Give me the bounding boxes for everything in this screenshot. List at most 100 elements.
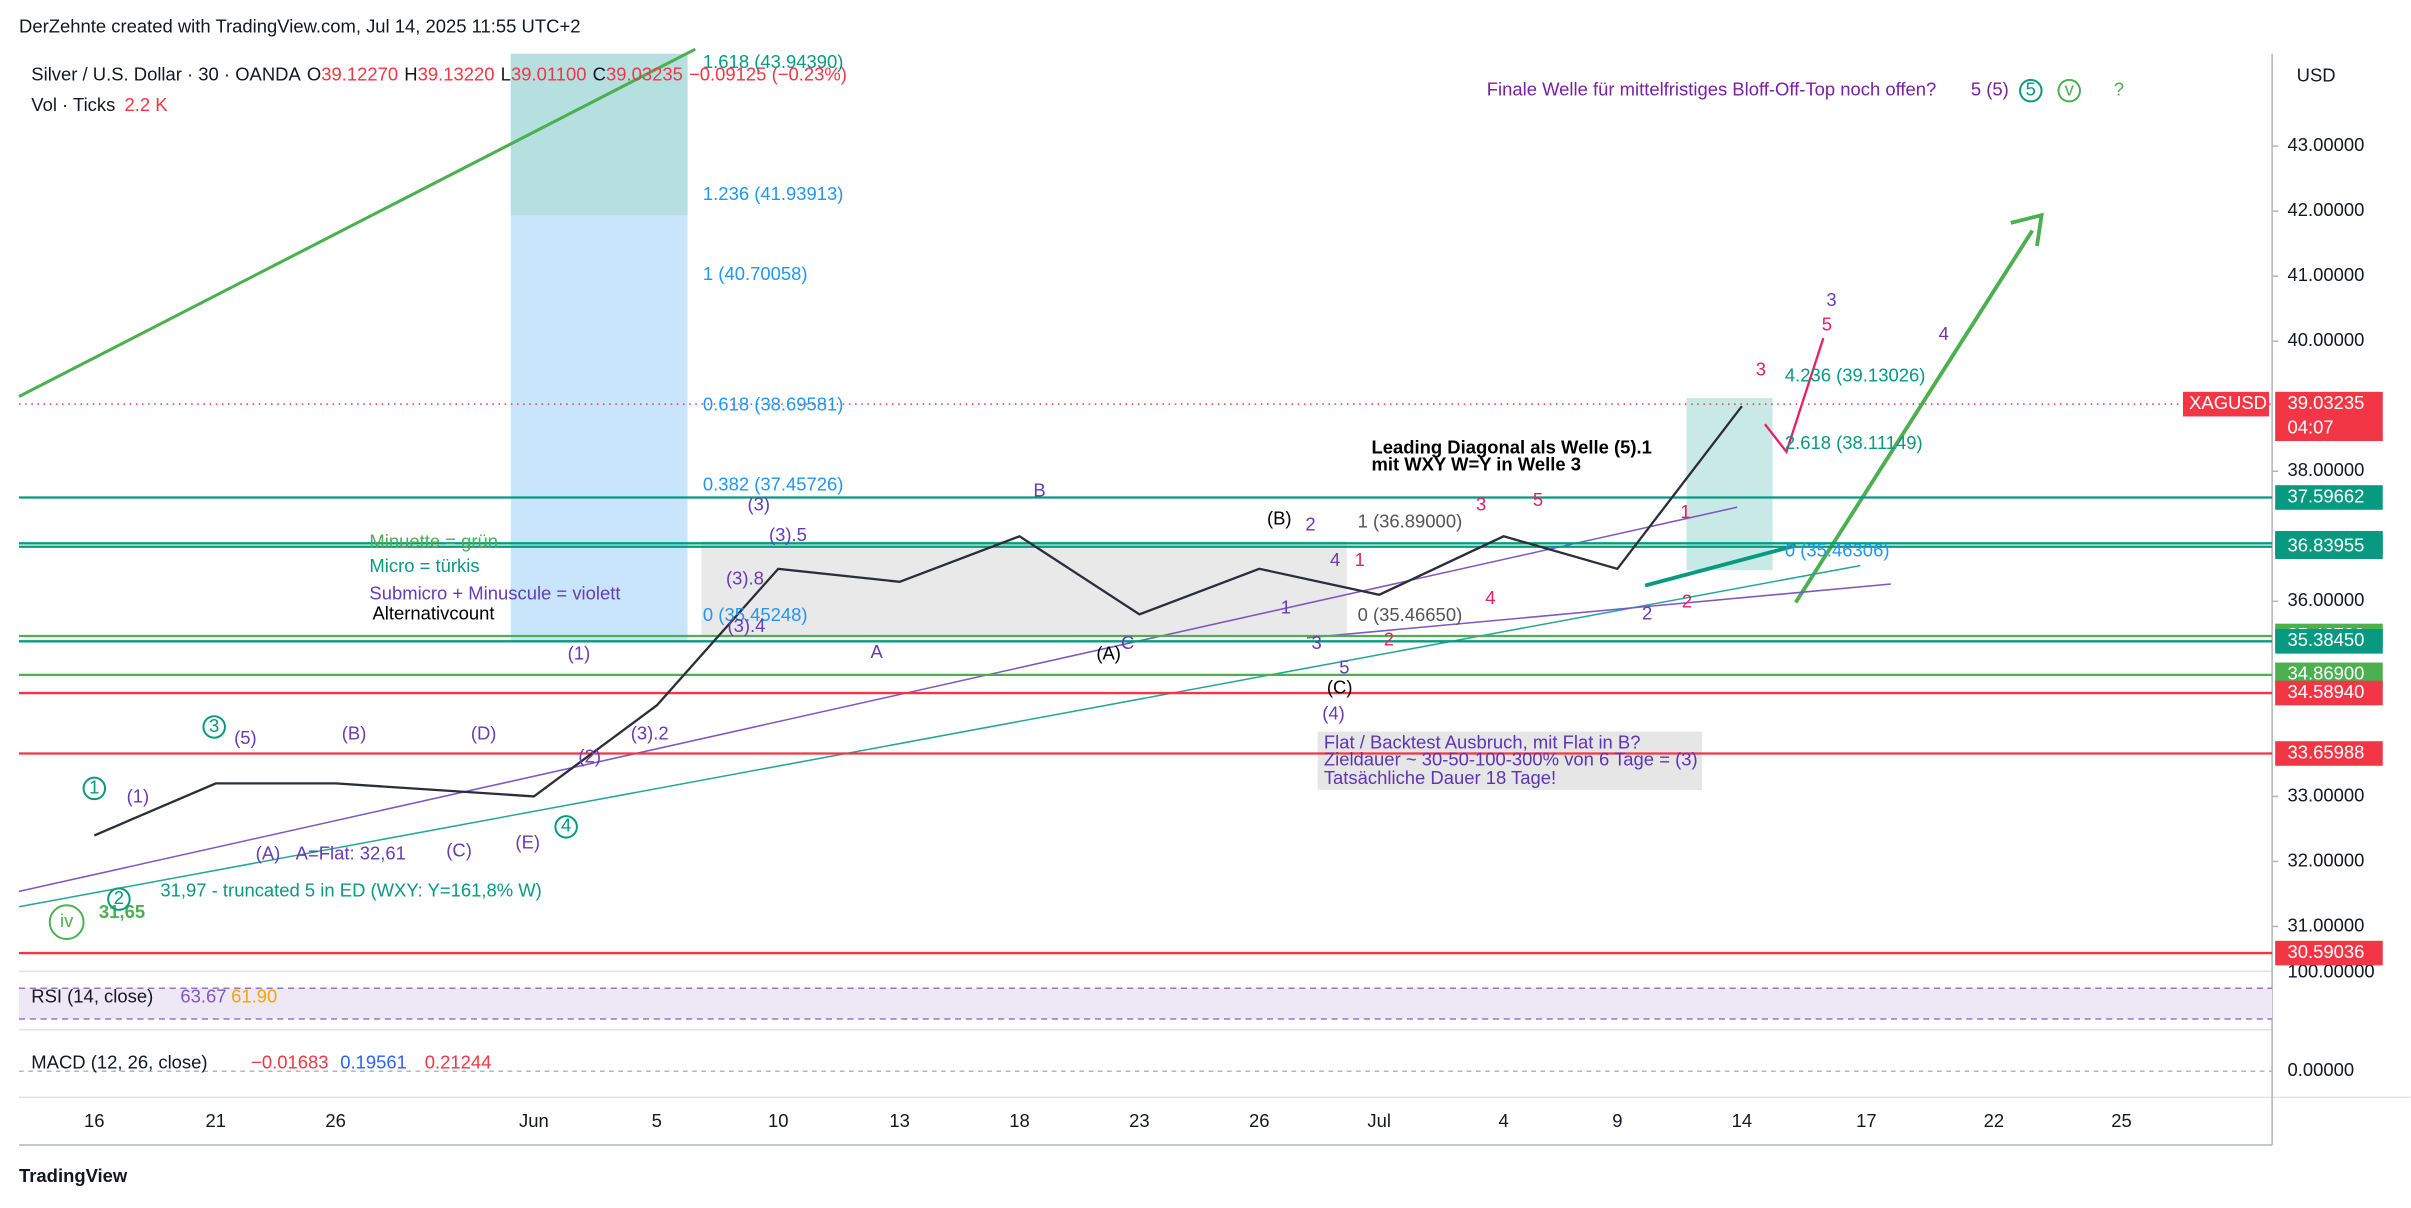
x-tick-label: 14 <box>1732 1110 1753 1131</box>
annotation: A <box>870 641 883 662</box>
annotation: 1 <box>1281 596 1291 617</box>
ohlc-value: 39.01100 <box>511 63 587 84</box>
level-tag <box>2275 741 2383 766</box>
macd-label: MACD (12, 26, close) <box>31 1051 207 1072</box>
annotation: 1 (36.89000) <box>1358 510 1463 531</box>
x-tick-label: 23 <box>1129 1110 1150 1131</box>
macd-axis: 0.00000 <box>2287 1059 2354 1080</box>
annotation: Zieldauer ~ 30-50-100-300% von 6 Tage = … <box>1324 749 1698 770</box>
level-label: 34.86900 <box>2287 663 2364 684</box>
ohlc-value: 39.12270 <box>321 63 398 84</box>
price-tag <box>2275 391 2383 442</box>
symbol-label: XAGUSD <box>2189 392 2267 413</box>
annotation: v <box>2065 79 2075 100</box>
wave-circle <box>48 904 85 941</box>
annotation: 1 <box>1680 501 1690 522</box>
annotation: 2 <box>1642 603 1652 624</box>
legend: Silver / U.S. Dollar · 30 · OANDA O39.122… <box>31 63 847 84</box>
annotation: B <box>1033 480 1045 501</box>
x-tick-label: 5 <box>652 1110 662 1131</box>
ohlc-key: C <box>593 63 606 84</box>
price-line <box>93 405 1743 837</box>
x-tick-label: 13 <box>889 1110 910 1131</box>
ohlc-key: L <box>501 63 511 84</box>
x-tick-label: 17 <box>1856 1110 1877 1131</box>
annotation: 4 <box>1939 323 1949 344</box>
arrow-head <box>2010 212 2044 247</box>
level-tag <box>2275 629 2383 654</box>
annotation: 3 <box>1476 494 1486 515</box>
y-tick-label: 33.00000 <box>2287 784 2364 805</box>
y-tick-label: 42.00000 <box>2287 199 2364 220</box>
annotation: (A) <box>256 842 281 863</box>
ohlc-key: O <box>307 63 321 84</box>
annotation: (A) <box>1096 643 1121 664</box>
annotation: (C) <box>1327 676 1353 697</box>
level-label: 33.65988 <box>2287 741 2364 762</box>
level-label: 36.83955 <box>2287 535 2364 556</box>
volume-label: Vol · Ticks <box>31 94 115 115</box>
y-tick-label: 40.00000 <box>2287 329 2364 350</box>
x-tick-label: 25 <box>2111 1110 2132 1131</box>
annotation: (3).4 <box>728 615 766 636</box>
level-tag <box>2275 940 2383 966</box>
ohlc-value: 39.13220 <box>418 63 495 84</box>
volume: Vol · Ticks 2.2 K <box>31 94 168 115</box>
annotation: 0 (35.46650) <box>1358 604 1463 625</box>
channel-line <box>1306 583 1892 639</box>
annotation: ? <box>2114 79 2124 100</box>
annotation: A=Flat: 32,61 <box>296 842 406 863</box>
annotation: 4 <box>561 815 571 836</box>
rsi-value: 63.67 <box>180 985 226 1006</box>
level-label: 35.38450 <box>2287 629 2364 650</box>
annotation: Flat / Backtest Ausbruch, mit Flat in B? <box>1324 732 1641 753</box>
annotation: (5) <box>234 727 257 748</box>
y-tick-label: 31.00000 <box>2287 914 2364 935</box>
symbol-tag <box>2182 391 2270 417</box>
channel-line <box>18 506 1738 893</box>
annotation: 3 <box>1756 358 1766 379</box>
countdown: 04:07 <box>2287 417 2333 438</box>
range-box <box>701 540 1347 637</box>
rsi-band <box>19 988 2273 1019</box>
annotation: (3).5 <box>769 524 807 545</box>
x-tick-label: 21 <box>205 1110 226 1131</box>
annotation: (1) <box>127 786 150 807</box>
breakout-line <box>1644 543 1797 588</box>
annotation: 5 <box>1339 656 1349 677</box>
level-tag <box>2275 534 2383 560</box>
level-label: 37.59662 <box>2287 485 2364 506</box>
annotation: (B) <box>342 723 367 744</box>
annotation: Alternativcount <box>373 603 495 624</box>
annotation: (C) <box>446 839 472 860</box>
wave-circle <box>202 715 226 739</box>
annotation: 0.618 (38.69581) <box>703 394 843 415</box>
level-tag <box>2275 680 2383 706</box>
macd-value: 0.19561 <box>340 1051 407 1072</box>
level-label: 30.59036 <box>2287 941 2364 962</box>
header: DerZehnte created with TradingView.com, … <box>19 16 580 37</box>
y-tick-label: 38.00000 <box>2287 459 2364 480</box>
annotation: 3 <box>209 715 219 736</box>
wave-circle <box>2057 78 2081 103</box>
currency: USD <box>2297 65 2336 86</box>
annotation: (1) <box>568 643 591 664</box>
annotation: iv <box>60 910 74 931</box>
wave-path <box>1764 337 1825 455</box>
note-box <box>1317 731 1702 790</box>
ohlc: O39.12270 H39.13220 L39.01100 C39.03235 <box>307 63 683 84</box>
fib-zone-top <box>510 53 688 216</box>
y-tick-label: 43.00000 <box>2287 134 2364 155</box>
rsi-axis: 100.00000 <box>2287 961 2374 982</box>
annotation: 2 <box>1305 513 1315 534</box>
annotation: 4 <box>1485 587 1495 608</box>
rsi-label: RSI (14, close) <box>31 985 153 1006</box>
x-tick-label: 16 <box>84 1110 105 1131</box>
annotation: mit WXY W=Y in Welle 3 <box>1371 454 1581 475</box>
annotation: 2 <box>1682 590 1692 611</box>
annotation: 2 <box>1384 629 1394 650</box>
annotation: 1 <box>89 776 99 797</box>
annotation: 4 <box>1330 549 1340 570</box>
